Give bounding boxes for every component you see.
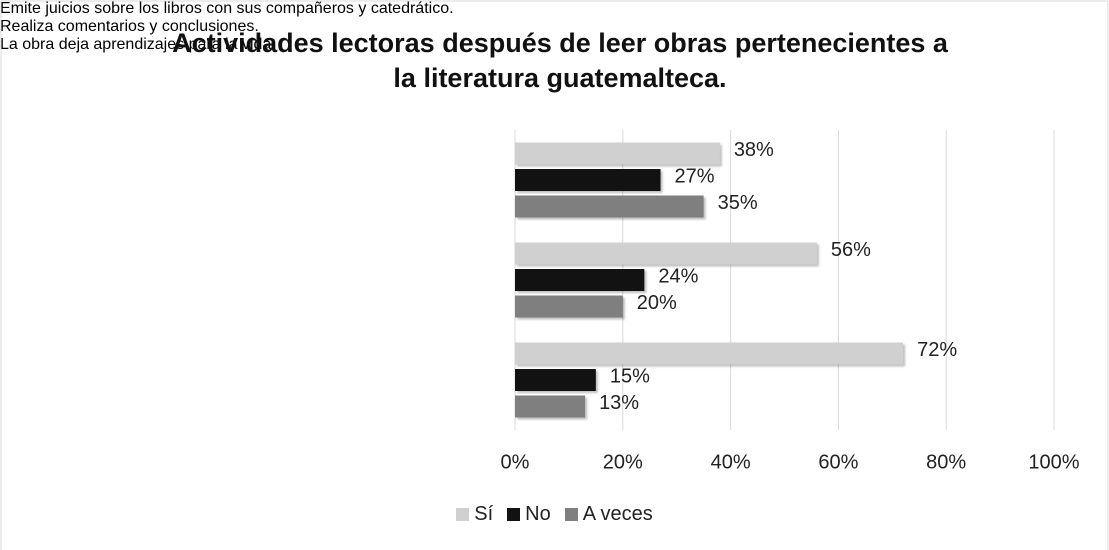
bar (515, 295, 623, 318)
legend-item: A veces (564, 503, 653, 526)
data-label: 24% (658, 265, 698, 287)
data-label: 27% (675, 165, 715, 187)
data-label: 72% (917, 339, 957, 361)
x-tick-label: 80% (926, 451, 966, 473)
bar (515, 369, 596, 391)
legend-swatch (507, 508, 521, 521)
x-tick-label: 100% (1028, 451, 1079, 473)
data-label: 15% (610, 365, 650, 387)
bar (515, 142, 720, 165)
bar (515, 169, 661, 191)
category-label: Realiza comentarios y conclusiones. (0, 18, 259, 35)
bar (515, 269, 645, 291)
category-label: La obra deja aprendizajes para la vida. (0, 36, 276, 53)
bar (515, 242, 817, 265)
legend-swatch (564, 508, 578, 521)
chart-title: Actividades lectoras después de leer obr… (172, 28, 948, 93)
category-label: Emite juicios sobre los libros con sus c… (0, 0, 454, 17)
legend-label: Sí (474, 503, 494, 525)
data-label: 38% (734, 139, 774, 161)
bar (515, 195, 704, 218)
legend-label: No (525, 503, 551, 525)
legend: Sí No A veces (0, 503, 1109, 526)
legend-swatch (456, 508, 470, 521)
x-tick-label: 40% (711, 451, 751, 473)
x-tick-label: 60% (818, 451, 858, 473)
x-tick-label: 20% (603, 451, 643, 473)
legend-item: No (507, 503, 551, 526)
bar (515, 395, 586, 418)
legend-item: Sí (456, 503, 493, 526)
data-label: 13% (599, 392, 639, 414)
data-label: 20% (637, 292, 677, 314)
bar (515, 342, 904, 365)
data-label: 35% (718, 192, 758, 214)
data-label: 56% (831, 239, 871, 261)
legend-label: A veces (582, 503, 653, 525)
x-tick-label: 0% (501, 451, 530, 473)
